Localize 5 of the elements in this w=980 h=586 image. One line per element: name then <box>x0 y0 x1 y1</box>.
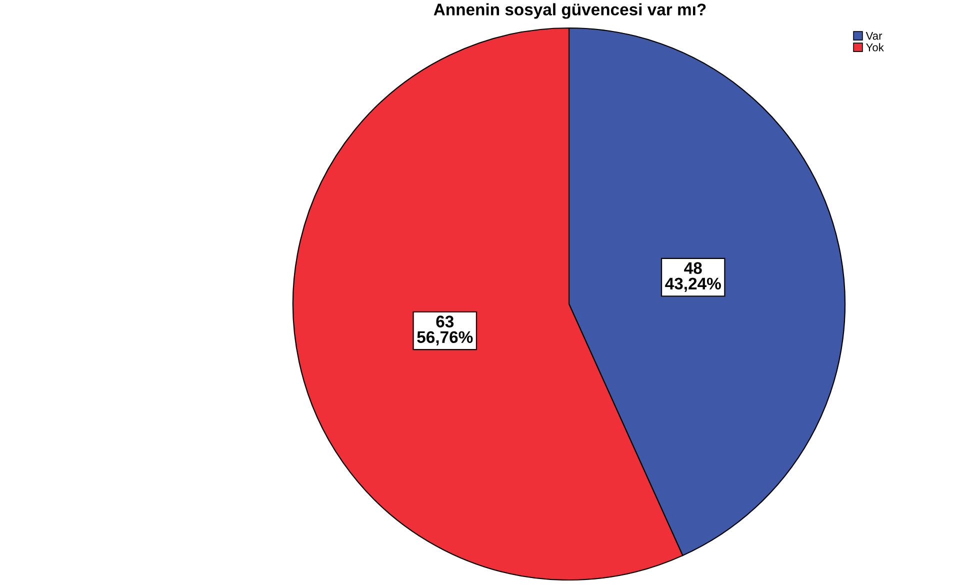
legend-label: Yok <box>866 43 884 52</box>
chart-title: Annenin sosyal güvencesi var mı? <box>434 3 706 19</box>
legend-label: Var <box>866 32 882 40</box>
data-label: 48 43,24% <box>665 262 721 292</box>
data-label: 63 56,76% <box>417 316 473 346</box>
